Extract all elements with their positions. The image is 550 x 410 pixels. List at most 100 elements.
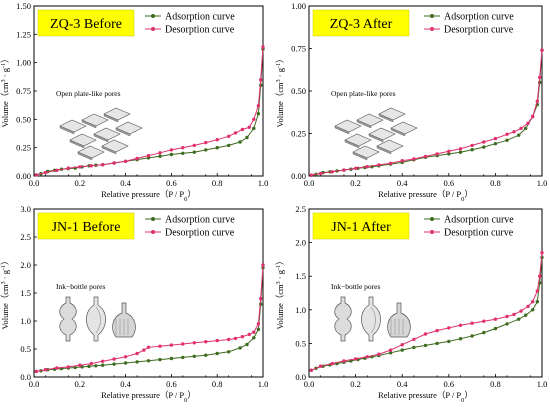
- data-point-adsorption: [158, 357, 162, 362]
- y-tick-label: 2.0: [20, 260, 31, 270]
- data-point-desorption: [158, 344, 162, 348]
- y-tick-label: 0.50: [16, 114, 31, 124]
- y-axis-title: Volume（cm3 · g-1）: [275, 54, 285, 127]
- data-point-desorption: [505, 314, 509, 319]
- y-tick-label: 0.50: [291, 86, 306, 96]
- data-point-desorption: [204, 140, 208, 145]
- y-tick-label: 3.0: [20, 204, 31, 214]
- data-point-desorption: [123, 355, 128, 359]
- data-point-adsorption: [227, 350, 231, 354]
- legend-marker: [151, 27, 155, 31]
- data-point-desorption: [493, 136, 498, 141]
- data-point-desorption: [318, 171, 323, 176]
- plate: [77, 145, 105, 159]
- data-point-desorption: [423, 154, 428, 159]
- data-point-adsorption: [400, 348, 404, 352]
- data-point-adsorption: [215, 351, 219, 356]
- data-point-adsorption: [447, 152, 451, 156]
- data-point-desorption: [519, 309, 523, 313]
- plate-edge: [77, 151, 93, 161]
- data-point-desorption: [535, 289, 539, 293]
- ink-bottle: [334, 296, 352, 342]
- data-point-adsorption: [238, 140, 242, 144]
- data-point-adsorption: [458, 150, 463, 154]
- y-tick-label: 0.25: [291, 129, 306, 139]
- data-point-desorption: [377, 163, 381, 167]
- data-point-desorption: [181, 146, 185, 150]
- data-point-desorption: [233, 131, 238, 135]
- data-point-desorption: [259, 78, 263, 82]
- x-tick-label: 0.6: [443, 379, 454, 389]
- x-tick-label: 0.6: [443, 178, 454, 188]
- x-tick-label: 0.4: [120, 379, 131, 389]
- data-point-desorption: [330, 170, 334, 174]
- data-point-desorption: [526, 304, 530, 309]
- plate-edge: [115, 127, 131, 137]
- y-axis-title: Volume（cm3 · g-1）: [275, 256, 285, 329]
- x-tick-label: 0.6: [166, 178, 177, 188]
- data-point-adsorption: [204, 353, 208, 357]
- plate-edge: [69, 139, 85, 149]
- data-point-adsorption: [256, 327, 261, 332]
- data-point-desorption: [342, 359, 346, 363]
- data-point-desorption: [146, 345, 151, 349]
- plate-pores-illustration: [59, 107, 143, 161]
- x-tick-label: 1.0: [258, 379, 269, 389]
- data-point-adsorption: [493, 326, 498, 331]
- data-point-adsorption: [158, 154, 162, 158]
- data-point-adsorption: [505, 322, 509, 326]
- data-point-desorption: [519, 126, 523, 131]
- data-point-desorption: [505, 132, 509, 136]
- plate-edge: [334, 125, 350, 135]
- data-point-desorption: [365, 355, 369, 359]
- title-box: [312, 212, 410, 240]
- x-tick-label: 0.0: [304, 379, 315, 389]
- legend-entry: Adsorption curve: [165, 12, 235, 23]
- data-point-desorption: [66, 365, 71, 369]
- data-point-desorption: [227, 337, 231, 342]
- data-point-adsorption: [535, 300, 539, 304]
- data-point-adsorption: [245, 135, 249, 140]
- data-point-adsorption: [245, 342, 249, 347]
- plate-edge: [376, 145, 392, 155]
- series-line-adsorption: [36, 267, 264, 372]
- legend-entry: Desorption curve: [165, 25, 235, 36]
- title-box: [37, 212, 135, 240]
- data-point-adsorption: [435, 341, 439, 346]
- plate-edge: [59, 125, 75, 135]
- data-point-desorption: [192, 341, 196, 345]
- y-tick-label: 0.5: [295, 338, 306, 348]
- x-tick-label: 0.0: [29, 379, 40, 389]
- data-point-desorption: [181, 342, 185, 346]
- data-point-adsorption: [215, 146, 219, 150]
- data-point-desorption: [256, 104, 261, 108]
- x-tick-label: 1.0: [537, 379, 548, 389]
- x-tick-label: 0.8: [212, 379, 223, 389]
- x-tick-label: 0.2: [350, 379, 361, 389]
- title-box: [37, 9, 135, 37]
- chart-title: JN-1 After: [331, 220, 391, 235]
- chart-title: ZQ-3 Before: [50, 17, 122, 32]
- data-point-desorption: [89, 164, 94, 168]
- data-point-desorption: [353, 357, 358, 361]
- x-tick-label: 0.8: [490, 379, 501, 389]
- data-point-adsorption: [482, 330, 486, 335]
- data-point-desorption: [412, 157, 416, 161]
- data-point-adsorption: [470, 334, 474, 338]
- data-point-desorption: [252, 117, 256, 122]
- data-point-desorption: [112, 357, 116, 361]
- ink-bottle-shade: [370, 306, 376, 334]
- data-point-desorption: [169, 343, 174, 347]
- data-point-desorption: [142, 348, 146, 352]
- y-tick-label: 0.00: [291, 171, 306, 181]
- legend-entry: Adsorption curve: [444, 215, 514, 226]
- data-point-desorption: [233, 336, 238, 341]
- data-point-desorption: [43, 368, 48, 372]
- y-tick-label: 1.0: [20, 316, 31, 326]
- data-point-adsorption: [238, 346, 242, 350]
- data-point-desorption: [526, 121, 530, 126]
- data-point-adsorption: [517, 317, 521, 321]
- chart-panel-1: 0.0 0.2 0.4 0.6 0.8 1.0 0.00 0.25 0.50 0.75 1.00 1.…: [0, 1, 268, 203]
- plate: [390, 121, 418, 135]
- data-point-adsorption: [192, 150, 196, 154]
